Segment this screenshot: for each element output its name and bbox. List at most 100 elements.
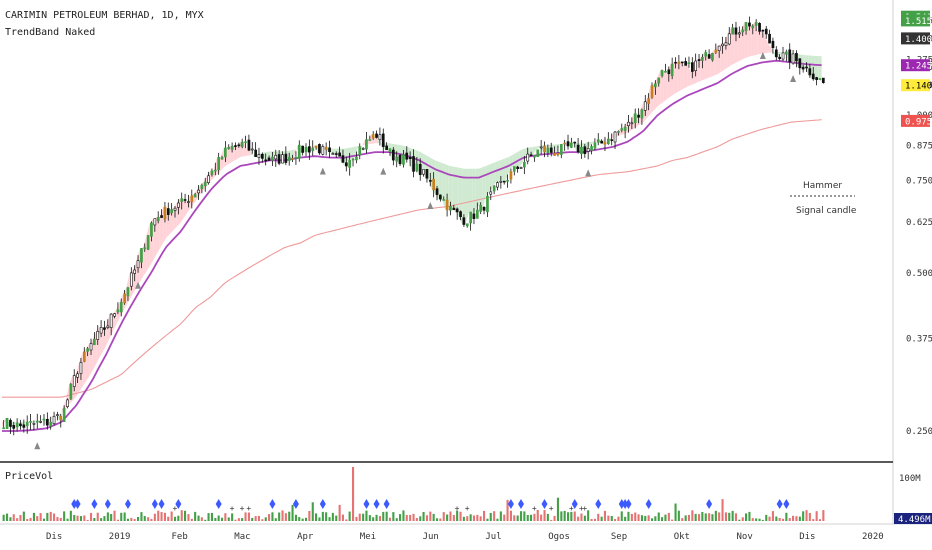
volume-bar (620, 511, 623, 521)
candle (536, 149, 540, 158)
band-segment (717, 44, 721, 75)
volume-bar (489, 512, 492, 521)
candle-body (146, 235, 150, 250)
candle-body (533, 155, 536, 158)
volume-bar (415, 518, 418, 521)
candle-body (583, 146, 587, 154)
candle (643, 94, 647, 116)
volume-bar (187, 514, 190, 521)
chart-title: CARIMIN PETROLEUM BERHAD, 1D, MYX (5, 10, 204, 21)
candle-body (795, 52, 798, 62)
candle-body (428, 180, 432, 182)
volume-bar (247, 512, 250, 521)
volume-diamond (618, 499, 625, 509)
candle-body (318, 144, 321, 154)
candle (516, 165, 519, 173)
candle-body (415, 163, 419, 172)
candle-body (522, 162, 526, 168)
candle-body (818, 78, 822, 80)
candle-body (600, 140, 603, 144)
band-segment (233, 145, 238, 161)
candle (116, 302, 120, 315)
volume-bar (318, 517, 321, 521)
volume-bar (556, 497, 559, 521)
candle (254, 142, 258, 157)
candle-body (412, 156, 415, 172)
candle-body (398, 155, 402, 165)
candle-body (15, 423, 19, 428)
volume-bar (637, 514, 640, 521)
volume-bar (446, 514, 449, 521)
candle-body (731, 27, 734, 35)
volume-bar (466, 516, 469, 521)
candle (227, 144, 231, 150)
trend-band (2, 22, 822, 429)
volume-bar (513, 515, 516, 521)
volume-bar (224, 513, 227, 521)
candle-body (449, 206, 452, 211)
candle (381, 128, 385, 154)
price-badge-label: 1.140 (905, 82, 932, 92)
candle-body (32, 422, 36, 425)
volume-bar (126, 518, 129, 521)
candle (737, 26, 741, 39)
candle (583, 143, 587, 158)
candle (667, 66, 671, 82)
candle (237, 142, 241, 148)
candle (29, 413, 32, 431)
candle-body (724, 42, 728, 46)
candle-body (2, 427, 5, 430)
volume-bar (331, 512, 334, 521)
volume-bar (738, 519, 741, 521)
candle (358, 143, 362, 160)
candle-body (442, 199, 446, 201)
candle-body (670, 63, 674, 77)
volume-bar (745, 513, 748, 521)
candle-body (519, 167, 523, 169)
candle-body (781, 52, 785, 60)
moving-averages (2, 59, 822, 432)
candle (267, 155, 271, 161)
candle-body (338, 152, 342, 157)
candle (291, 154, 294, 162)
candle (321, 144, 325, 156)
candle (744, 22, 748, 35)
volume-bar (157, 510, 160, 521)
band-segment (536, 145, 540, 150)
volume-bar (251, 517, 254, 521)
price-tick: 0.875 (906, 142, 932, 152)
time-tick: Okt (674, 532, 690, 542)
signal-triangle (135, 281, 142, 289)
band-segment (495, 160, 500, 183)
candle (153, 218, 157, 232)
volume-bar (674, 503, 677, 521)
band-segment (452, 166, 456, 212)
candle (287, 152, 291, 166)
candle (318, 143, 321, 155)
volume-bar (110, 514, 113, 521)
volume-bar (274, 518, 277, 521)
band-segment (438, 161, 443, 200)
candle-body (254, 149, 258, 157)
volume-bar (573, 511, 576, 521)
candle (805, 62, 808, 72)
candle-body (811, 73, 815, 80)
volume-bar (516, 515, 519, 521)
candle (35, 413, 39, 429)
candle-body (230, 145, 234, 150)
band-segment (243, 141, 248, 157)
volume-cross: + (172, 504, 177, 513)
candle (596, 133, 600, 146)
volume-bar (311, 502, 314, 521)
band-segment (734, 32, 738, 64)
volume-bar (153, 513, 156, 521)
volume-bar (16, 518, 19, 521)
volume-bar (456, 510, 459, 521)
candle (556, 145, 560, 157)
candle (217, 152, 221, 175)
band-segment (737, 29, 742, 62)
volume-bar (305, 517, 308, 521)
candle (694, 53, 697, 77)
volume-bar (163, 512, 166, 521)
